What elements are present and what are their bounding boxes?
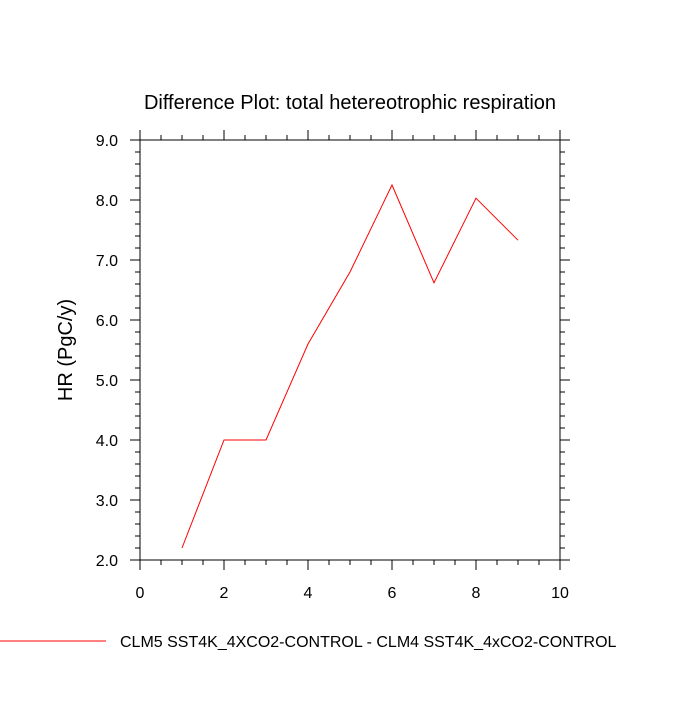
y-tick-label: 4.0	[96, 433, 118, 450]
x-tick-label: 10	[551, 585, 569, 602]
chart-title: Difference Plot: total hetereotrophic re…	[144, 92, 556, 114]
legend: CLM5 SST4K_4XCO2-CONTROL - CLM4 SST4K_4x…	[0, 634, 617, 651]
y-tick-label: 8.0	[96, 193, 118, 210]
y-tick-label: 2.0	[96, 553, 118, 570]
x-tick-label: 4	[304, 585, 313, 602]
y-axis-label: HR (PgC/y)	[55, 299, 77, 401]
y-tick-label: 9.0	[96, 133, 118, 150]
x-tick-label: 6	[388, 585, 397, 602]
y-tick-label: 7.0	[96, 253, 118, 270]
y-tick-label: 5.0	[96, 373, 118, 390]
series-line	[181, 183, 519, 549]
x-tick-label: 0	[136, 585, 145, 602]
x-tick-label: 8	[472, 585, 481, 602]
legend-label: CLM5 SST4K_4XCO2-CONTROL - CLM4 SST4K_4x…	[120, 634, 617, 651]
y-tick-label: 3.0	[96, 493, 118, 510]
plot-frame	[139, 139, 561, 561]
plot-area: 0 2 4 6 8 10 2.0 3.0 4.0 5.0 6.0 7.0 8.0 9.0	[96, 130, 570, 602]
y-tick-label: 6.0	[96, 313, 118, 330]
x-tick-label: 2	[220, 585, 229, 602]
